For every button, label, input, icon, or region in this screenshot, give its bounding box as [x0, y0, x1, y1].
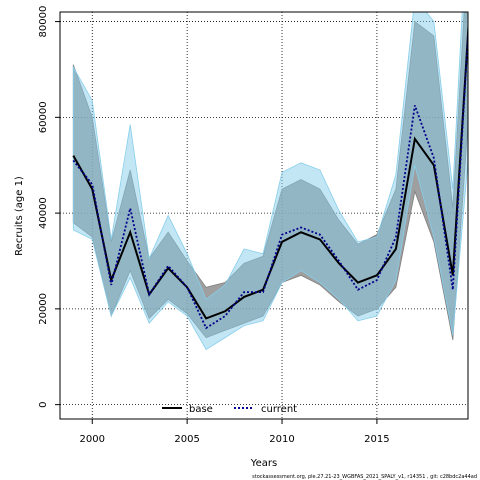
- footer-caption: stockassessment.org, ple.27.21-23_WGBFAS…: [252, 474, 477, 480]
- x-tick-label: 2010: [269, 434, 294, 445]
- y-tick-label: 80000: [38, 6, 49, 38]
- legend: base current: [162, 404, 297, 415]
- plot-frame: [59, 11, 469, 420]
- x-tick-label: 2000: [80, 434, 105, 445]
- x-tick-label: 2015: [364, 434, 389, 445]
- confidence-bands: [72, 12, 468, 351]
- x-axis-title: Years: [250, 458, 277, 469]
- y-tick-label: 60000: [38, 101, 49, 133]
- y-tick-label: 0: [38, 401, 49, 407]
- series-lines: [72, 18, 468, 330]
- band-current: [72, 12, 468, 351]
- x-tick-label: 2005: [174, 434, 199, 445]
- x-axis: 2000 2005 2010 2015: [80, 419, 390, 445]
- y-tick-label: 40000: [38, 197, 49, 229]
- y-axis: 0 20000 40000 60000 80000: [38, 6, 60, 408]
- y-axis-title: Recruits (age 1): [14, 176, 25, 256]
- legend-label-base: base: [189, 404, 213, 415]
- legend-label-current: current: [261, 404, 297, 415]
- y-tick-label: 20000: [38, 293, 49, 325]
